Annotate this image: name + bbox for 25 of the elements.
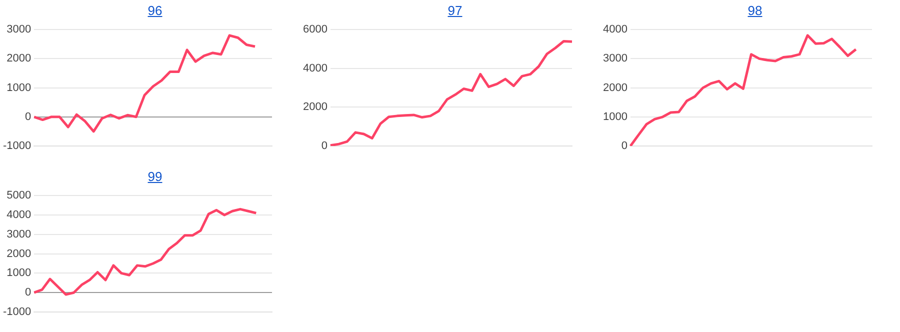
- y-tick-label: 0: [25, 286, 32, 299]
- y-tick-label: 4000: [6, 209, 32, 222]
- y-tick-label: 0: [621, 140, 628, 152]
- y-tick-label: 1000: [6, 82, 32, 94]
- chart-title: 99: [146, 168, 164, 186]
- y-tick-label: 0: [321, 140, 328, 152]
- chart-title: 98: [746, 2, 764, 20]
- y-tick-label: 2000: [302, 101, 328, 114]
- y-tick-label: 5000: [6, 190, 32, 202]
- y-tick-label: 6000: [302, 24, 328, 36]
- y-tick-label: 3000: [6, 228, 32, 240]
- y-tick-label: -1000: [2, 140, 32, 152]
- y-tick-label: 2000: [6, 52, 32, 65]
- y-tick-label: 2000: [602, 82, 628, 94]
- chart-title: 96: [146, 2, 164, 20]
- y-tick-label: 3000: [6, 24, 32, 36]
- y-tick-label: -1000: [2, 306, 32, 318]
- y-tick-label: 1000: [6, 267, 32, 280]
- chart-title: 97: [446, 2, 464, 20]
- y-tick-label: 3000: [602, 52, 628, 65]
- y-tick-label: 4000: [302, 62, 328, 74]
- y-tick-label: 0: [25, 110, 32, 123]
- y-tick-label: 4000: [602, 24, 628, 36]
- y-tick-label: 2000: [6, 248, 32, 260]
- y-tick-label: 1000: [602, 110, 628, 123]
